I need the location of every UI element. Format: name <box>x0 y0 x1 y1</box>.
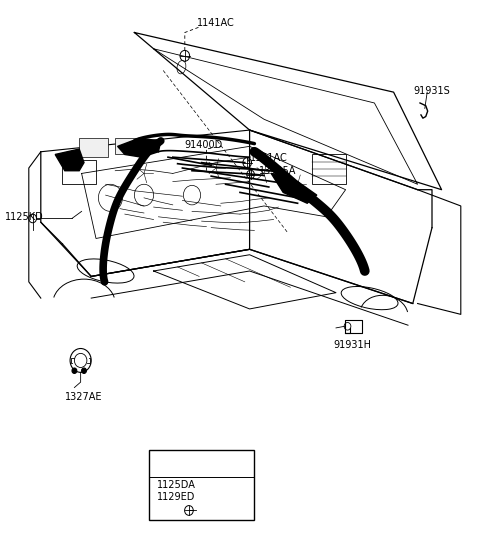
Text: 1327AE: 1327AE <box>65 392 102 402</box>
Text: 1125KD: 1125KD <box>5 212 44 222</box>
Bar <box>312 154 346 184</box>
Text: 1141AC: 1141AC <box>250 153 288 163</box>
Circle shape <box>72 368 77 373</box>
Text: 1129ED: 1129ED <box>157 492 196 502</box>
Text: 1141AC: 1141AC <box>197 18 235 28</box>
Text: 13395A: 13395A <box>259 166 297 176</box>
Polygon shape <box>271 173 317 203</box>
Text: 91931H: 91931H <box>334 340 372 350</box>
Bar <box>115 138 139 154</box>
Bar <box>79 138 108 157</box>
Polygon shape <box>118 138 161 157</box>
Bar <box>149 450 254 520</box>
Text: 91931S: 91931S <box>414 86 451 96</box>
Text: 1125DA: 1125DA <box>157 480 196 490</box>
Circle shape <box>82 368 86 373</box>
Bar <box>62 160 96 184</box>
Text: 91400D: 91400D <box>185 140 223 150</box>
Polygon shape <box>55 149 84 171</box>
